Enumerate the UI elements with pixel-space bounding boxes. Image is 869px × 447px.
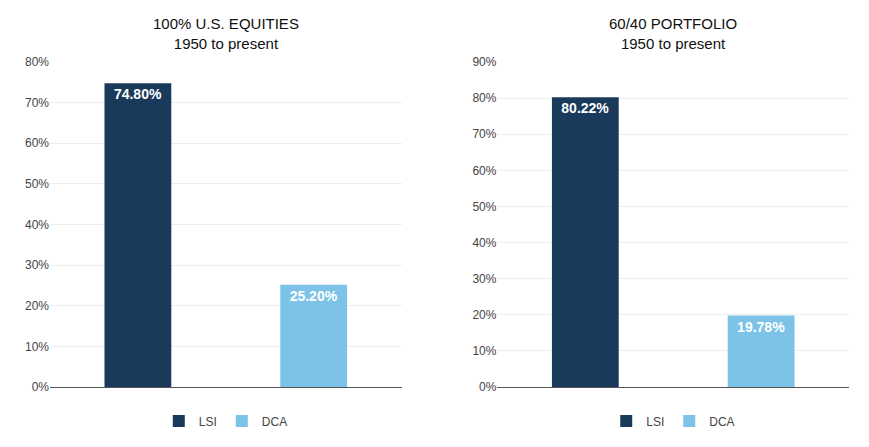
svg-text:0%: 0%	[479, 380, 497, 394]
svg-text:10%: 10%	[472, 344, 496, 358]
svg-text:20%: 20%	[472, 308, 496, 322]
svg-text:LSI: LSI	[199, 415, 217, 429]
svg-text:90%: 90%	[472, 55, 496, 69]
svg-text:19.78%: 19.78%	[737, 319, 785, 335]
svg-text:80.22%: 80.22%	[561, 100, 609, 116]
svg-text:LSI: LSI	[646, 415, 664, 429]
svg-text:10%: 10%	[25, 340, 49, 354]
svg-text:80%: 80%	[25, 55, 49, 69]
svg-text:60%: 60%	[472, 164, 496, 178]
svg-text:70%: 70%	[25, 96, 49, 110]
svg-text:80%: 80%	[472, 91, 496, 105]
svg-text:70%: 70%	[472, 127, 496, 141]
svg-text:DCA: DCA	[709, 415, 734, 429]
svg-text:DCA: DCA	[262, 415, 287, 429]
svg-text:25.20%: 25.20%	[290, 288, 338, 304]
svg-text:74.80%: 74.80%	[114, 86, 162, 102]
svg-text:30%: 30%	[25, 258, 49, 272]
svg-text:30%: 30%	[472, 272, 496, 286]
svg-text:0%: 0%	[32, 380, 50, 394]
svg-text:40%: 40%	[472, 236, 496, 250]
svg-text:100% U.S. EQUITIES1950 to pres: 100% U.S. EQUITIES1950 to present	[153, 15, 299, 52]
svg-text:50%: 50%	[472, 200, 496, 214]
svg-text:40%: 40%	[25, 218, 49, 232]
svg-text:60/40 PORTFOLIO1950 to present: 60/40 PORTFOLIO1950 to present	[609, 15, 737, 52]
svg-text:20%: 20%	[25, 299, 49, 313]
svg-text:60%: 60%	[25, 136, 49, 150]
svg-text:50%: 50%	[25, 177, 49, 191]
